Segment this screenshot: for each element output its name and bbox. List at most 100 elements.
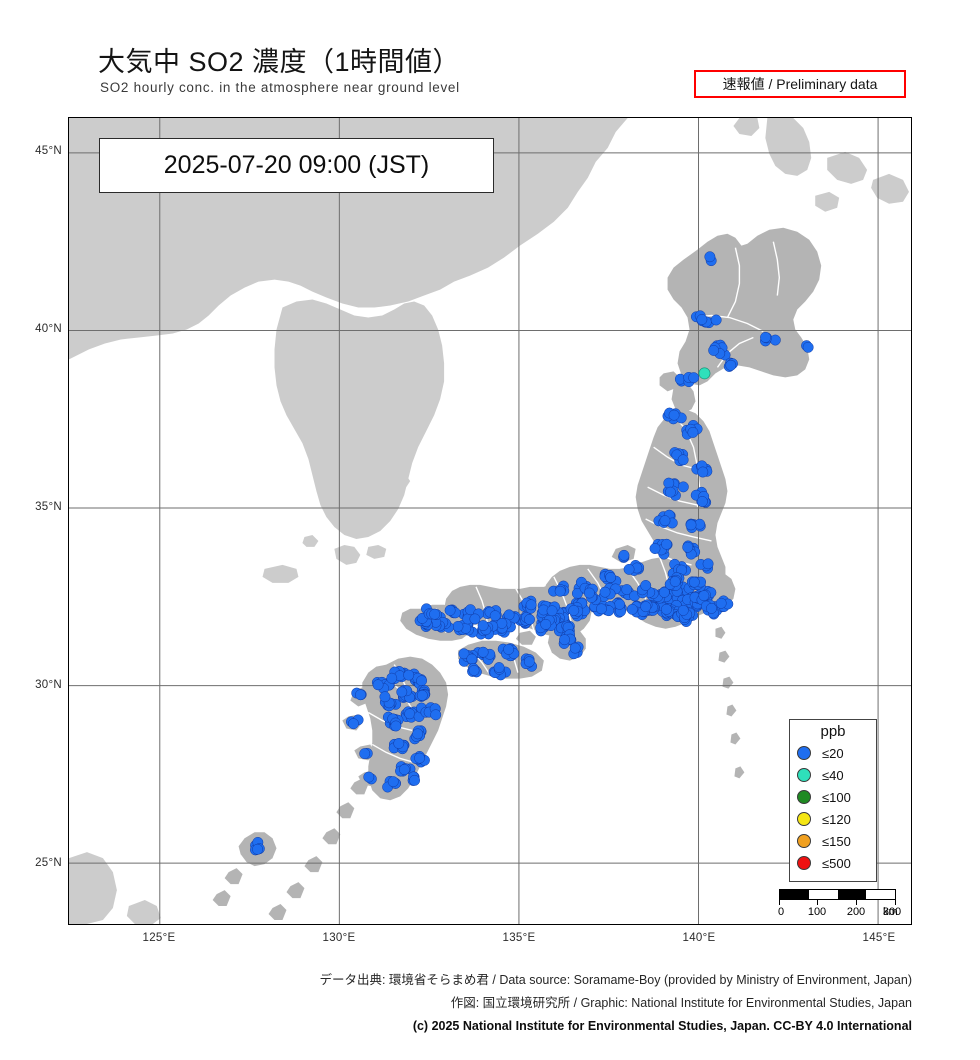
station-marker (489, 610, 501, 622)
station-marker (626, 603, 638, 615)
station-marker (696, 496, 708, 507)
station-marker (468, 664, 480, 676)
legend-label: ≤100 (822, 789, 851, 805)
station-marker (416, 675, 427, 687)
station-marker (393, 738, 405, 749)
station-marker (677, 604, 689, 616)
station-marker (416, 689, 428, 701)
station-marker (523, 656, 535, 668)
page-subtitle: SO2 hourly conc. in the atmosphere near … (100, 80, 460, 95)
station-marker (698, 590, 710, 602)
station-marker (664, 486, 676, 498)
station-marker (658, 586, 670, 598)
station-marker (688, 576, 700, 588)
station-marker (599, 586, 611, 598)
scale-label: 200 (846, 906, 866, 918)
station-marker (429, 608, 441, 620)
station-marker (404, 708, 416, 720)
scale-bar-segments (779, 889, 896, 900)
station-marker (708, 344, 720, 356)
station-marker (554, 585, 566, 597)
station-marker (379, 691, 391, 703)
legend-label: ≤500 (822, 855, 851, 871)
station-marker (355, 689, 366, 701)
station-marker (802, 341, 814, 353)
station-marker (669, 576, 681, 587)
legend-row: ≤500 (790, 852, 876, 874)
station-marker (605, 572, 617, 583)
station-marker (725, 359, 737, 371)
scale-label: 100 (807, 906, 827, 918)
station-marker-layer (250, 251, 814, 856)
station-marker (668, 409, 680, 421)
station-marker-elevated (698, 367, 711, 380)
scale-bar: 0 100 200 300 km (778, 889, 905, 920)
station-marker (677, 481, 689, 493)
station-marker (640, 601, 652, 613)
page-title: 大気中 SO2 濃度（1時間値） (98, 47, 461, 77)
legend-row: ≤120 (790, 808, 876, 830)
station-marker (697, 466, 709, 478)
station-marker (702, 558, 714, 570)
station-marker (386, 672, 398, 684)
legend-color-swatch (797, 812, 811, 826)
station-marker (469, 613, 481, 625)
scale-segment (780, 890, 809, 899)
station-marker (583, 587, 595, 599)
station-marker (525, 599, 537, 611)
footer-data-source: データ出典: 環境省そらまめ君 / Data source: Soramame-… (319, 973, 912, 987)
station-marker (390, 720, 402, 732)
station-marker (559, 634, 570, 646)
footer-copyright: (c) 2025 National Institute for Environm… (412, 1019, 912, 1033)
station-marker (661, 538, 673, 550)
station-marker (618, 549, 630, 561)
station-marker (493, 662, 505, 673)
legend-color-swatch (797, 790, 811, 804)
station-marker (458, 648, 470, 660)
station-marker (715, 597, 727, 609)
y-tick-label: 40°N (35, 323, 62, 335)
station-marker (466, 653, 478, 665)
station-marker (444, 604, 456, 616)
station-marker (623, 563, 635, 575)
station-marker (252, 843, 263, 855)
station-marker (398, 764, 410, 776)
preliminary-data-badge: 速報値 / Preliminary data (694, 70, 906, 98)
legend-label: ≤20 (822, 745, 844, 761)
scale-bar-labels: 0 100 200 300 km (778, 906, 905, 920)
x-tick-label: 135°E (502, 932, 536, 944)
station-marker (706, 602, 717, 614)
station-marker (569, 642, 581, 654)
legend: ppb ≤20 ≤40 ≤100 ≤120 ≤150 ≤500 (789, 719, 877, 882)
station-marker (659, 515, 671, 527)
legend-row: ≤20 (790, 742, 876, 764)
legend-label: ≤150 (822, 833, 851, 849)
station-marker (477, 646, 489, 658)
station-marker (568, 605, 580, 616)
station-marker (403, 669, 415, 681)
station-marker (687, 426, 699, 438)
station-marker (546, 605, 558, 617)
x-tick-label: 145°E (862, 932, 896, 944)
station-marker (685, 519, 697, 531)
station-marker (688, 372, 700, 384)
legend-row: ≤40 (790, 764, 876, 786)
station-marker (347, 718, 359, 730)
y-tick-label: 45°N (35, 145, 62, 157)
station-marker (640, 580, 652, 591)
station-marker (677, 454, 689, 466)
scale-segment (837, 890, 867, 899)
station-marker (663, 477, 675, 489)
timestamp-label: 2025-07-20 09:00 (JST) (99, 138, 494, 193)
scale-unit-label: km (883, 906, 898, 918)
legend-label: ≤120 (822, 811, 851, 827)
station-marker (387, 776, 399, 788)
station-marker (621, 584, 633, 595)
legend-color-swatch (797, 856, 811, 870)
map-canvas (69, 118, 911, 924)
station-marker (760, 331, 771, 343)
y-tick-label: 30°N (35, 679, 62, 691)
legend-row: ≤150 (790, 830, 876, 852)
station-marker (430, 709, 442, 721)
map-plot-area[interactable] (68, 117, 912, 925)
